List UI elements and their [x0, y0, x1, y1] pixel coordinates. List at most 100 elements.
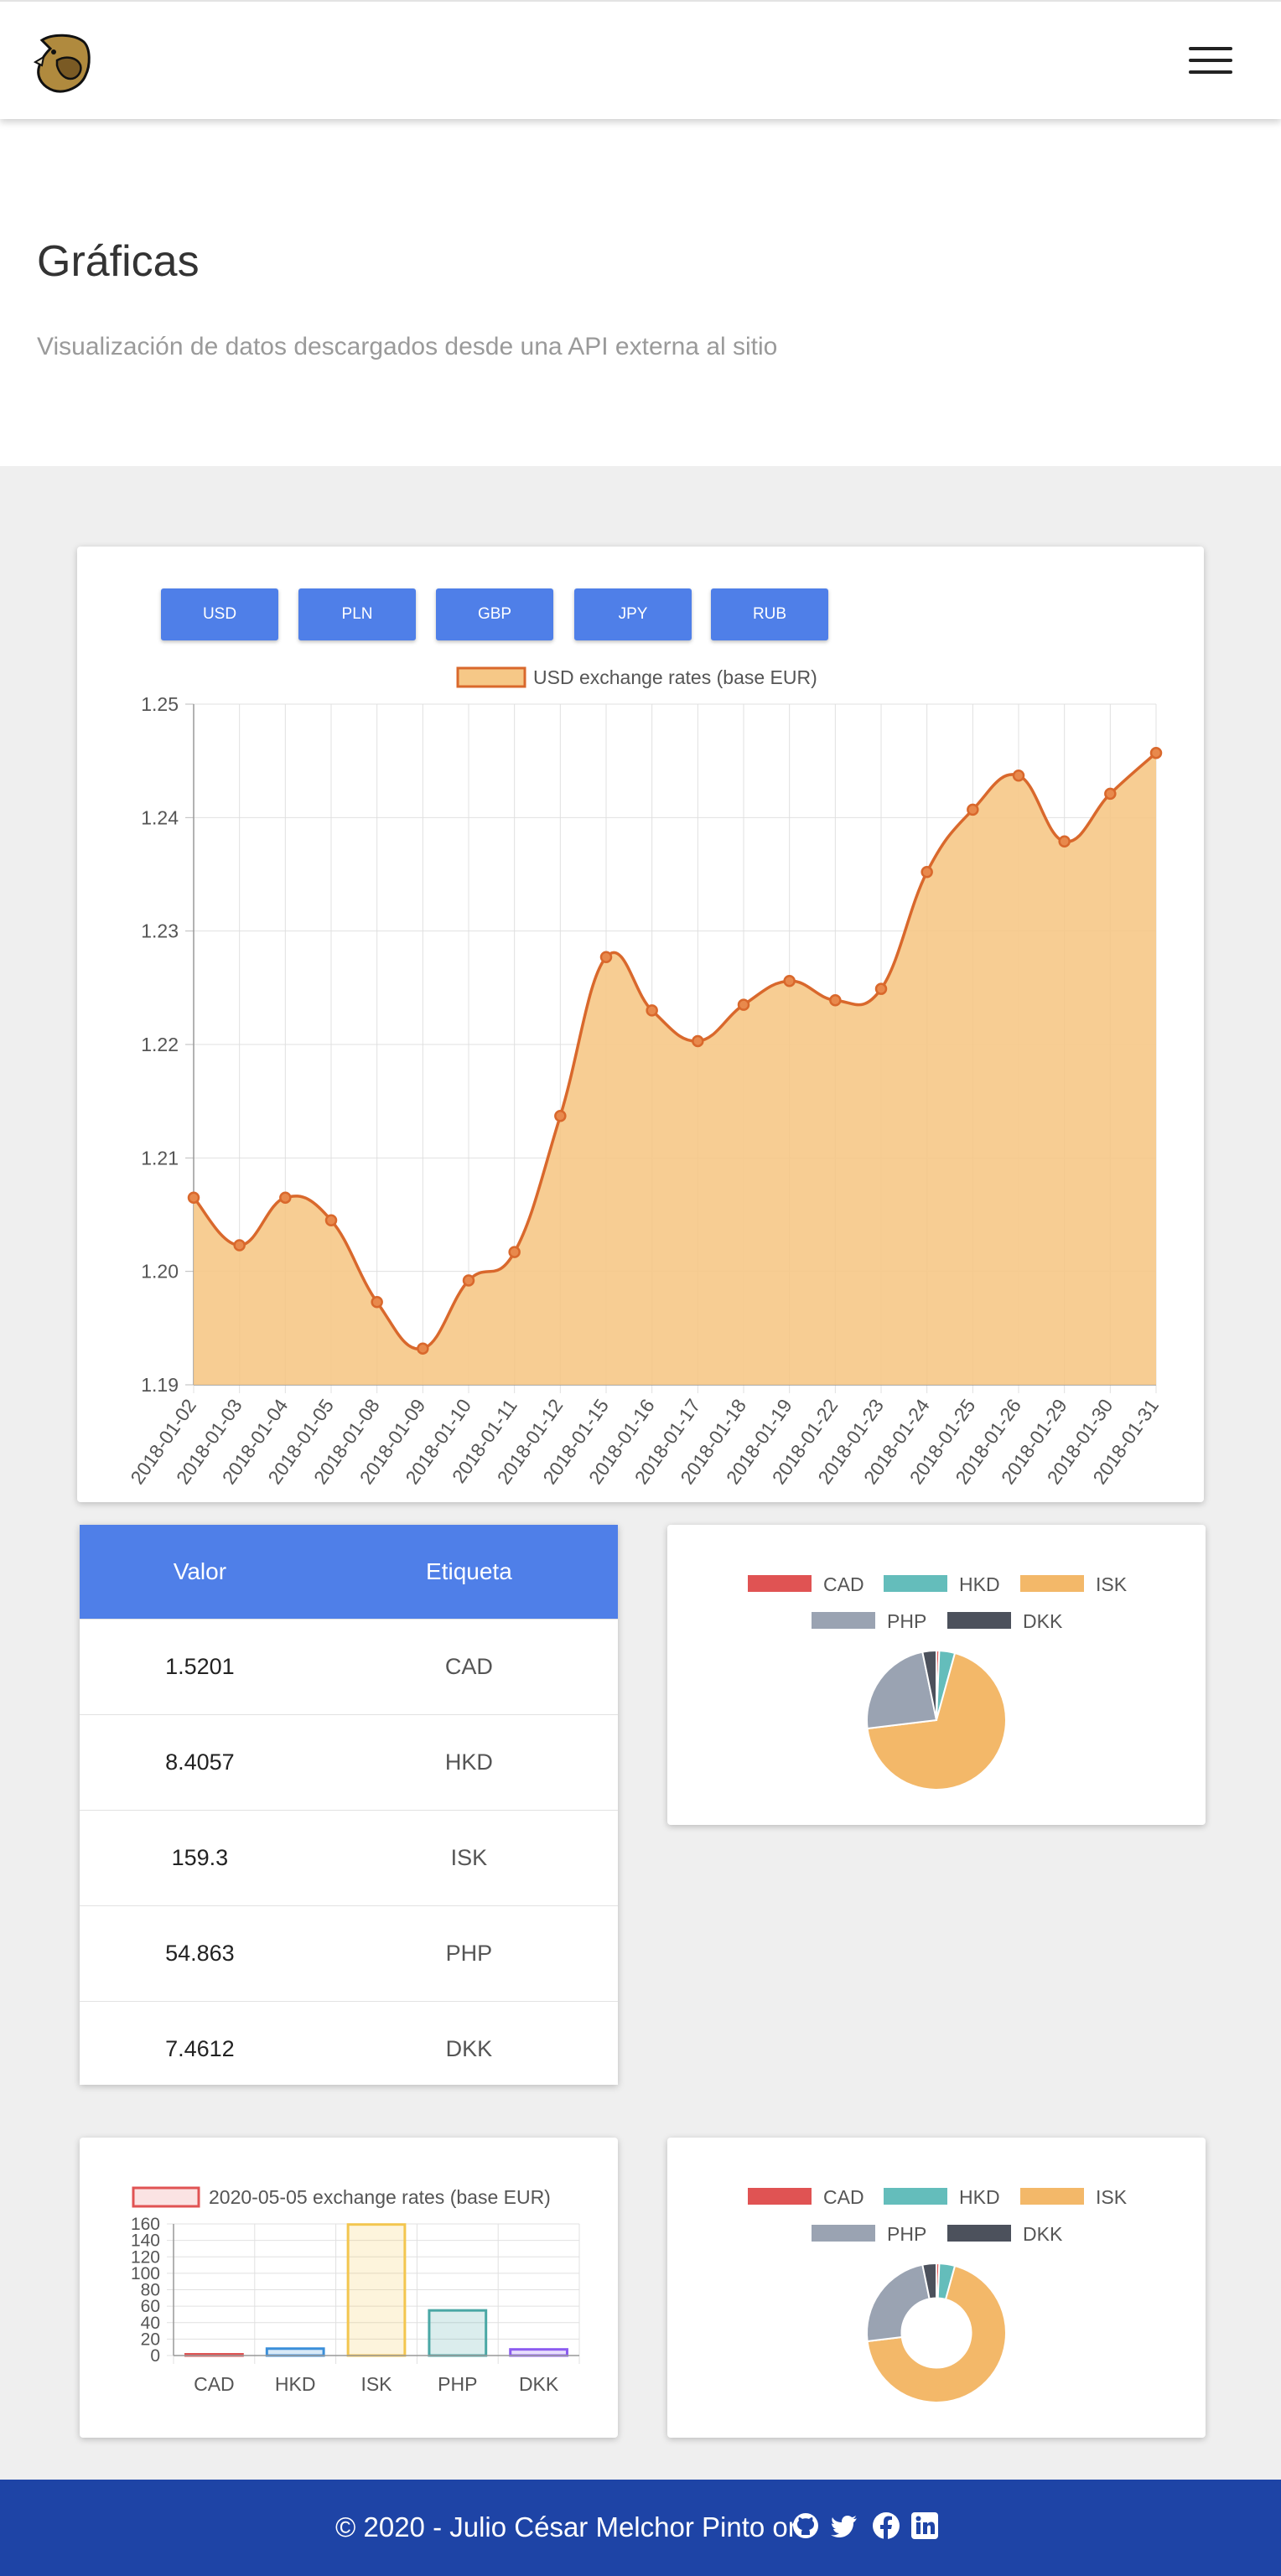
slice-dkk [921, 2262, 937, 2300]
legend-label: HKD [959, 1573, 1000, 1595]
beaver-logo-icon[interactable] [32, 32, 92, 96]
gbp-button[interactable]: GBP [436, 588, 553, 640]
doughnut-chart-card: CAD HKD ISK PHP DKK [667, 2138, 1206, 2438]
data-point [233, 1239, 246, 1252]
legend-label: PHP [887, 1610, 926, 1632]
x-tick-label: PHP [438, 2373, 477, 2395]
data-point [462, 1274, 475, 1287]
data-point [829, 993, 842, 1007]
legend-label: 2020-05-05 exchange rates (base EUR) [209, 2186, 551, 2208]
data-point [967, 803, 979, 816]
y-tick-label: 1.22 [141, 1034, 179, 1055]
area-fill [194, 753, 1156, 1385]
data-point [783, 974, 796, 987]
cell-label: PHP [319, 1905, 618, 2002]
linkedin-icon[interactable] [910, 2511, 939, 2540]
data-point [417, 1342, 429, 1355]
legend-label: ISK [1096, 2186, 1128, 2208]
slice-php [866, 1651, 938, 1730]
data-point [646, 1004, 658, 1017]
legend-label: DKK [1023, 2223, 1063, 2245]
y-tick-label: 100 [131, 2264, 160, 2283]
legend-swatch [812, 1612, 875, 1629]
legend-swatch [947, 2225, 1011, 2242]
table-header-row: Valor Etiqueta [80, 1525, 618, 1620]
bar-hkd [265, 2347, 325, 2357]
data-point [737, 998, 750, 1011]
bar-php [428, 2309, 488, 2357]
legend-swatch [947, 1612, 1011, 1629]
menu-toggle-button[interactable] [1189, 44, 1232, 77]
footer: © 2020 - Julio César Melchor Pinto on [0, 2480, 1281, 2576]
page-subtitle: Visualización de datos descargados desde… [37, 333, 778, 360]
legend-label: CAD [823, 1573, 864, 1595]
data-point [324, 1214, 338, 1227]
cell-value: 1.5201 [80, 1619, 320, 1715]
data-point [1058, 835, 1071, 848]
legend-label: ISK [1096, 1573, 1128, 1595]
y-tick-label: 120 [131, 2247, 160, 2267]
slice-isk [866, 1651, 1007, 1791]
table-row: 54.863 PHP [80, 1905, 618, 2002]
usd-button[interactable]: USD [161, 588, 278, 640]
cell-label: CAD [319, 1619, 618, 1715]
y-tick-label: 160 [131, 2215, 160, 2234]
y-tick-label: 80 [141, 2281, 160, 2300]
y-tick-label: 1.23 [141, 920, 179, 942]
table-row: 1.5201 CAD [80, 1619, 618, 1715]
legend-swatch [456, 666, 526, 688]
legend-swatch [884, 1575, 947, 1592]
cell-value: 54.863 [80, 1905, 320, 2002]
legend-swatch [748, 2188, 812, 2205]
data-point [279, 1191, 292, 1204]
legend-label: CAD [823, 2186, 864, 2208]
data-point [692, 1034, 704, 1048]
data-point [1104, 787, 1117, 801]
pln-button[interactable]: PLN [298, 588, 416, 640]
cell-label: ISK [319, 1810, 618, 1906]
table-row: 159.3 ISK [80, 1810, 618, 1906]
y-tick-label: 1.25 [141, 693, 179, 715]
y-tick-label: 1.24 [141, 806, 179, 828]
legend-label: PHP [887, 2223, 926, 2245]
data-point [371, 1295, 383, 1309]
jpy-button[interactable]: JPY [574, 588, 692, 640]
data-point [599, 951, 613, 964]
pie-chart: CAD HKD ISK PHP DKK [748, 1573, 1128, 1791]
slice-php [866, 2263, 931, 2343]
rates-table: Valor Etiqueta 1.5201 CAD 8.4057 HKD 159.3… [80, 1525, 618, 2097]
y-tick-label: 0 [150, 2346, 160, 2366]
footer-text: © 2020 - Julio César Melchor Pinto on [335, 2511, 804, 2542]
navbar [0, 0, 1281, 119]
bar-chart-card: 2020-05-05 exchange rates (base EUR) 0 20 4… [80, 2138, 618, 2438]
y-tick-label: 1.21 [141, 1147, 179, 1169]
rub-button[interactable]: RUB [711, 588, 828, 640]
slice-isk [866, 2264, 1007, 2403]
y-tick-label: 20 [141, 2330, 160, 2349]
github-icon[interactable] [791, 2511, 820, 2540]
facebook-icon[interactable] [872, 2511, 900, 2540]
x-tick-label: DKK [519, 2373, 559, 2395]
data-point [874, 982, 888, 995]
legend-label: USD exchange rates (base EUR) [533, 666, 817, 688]
legend-swatch [884, 2188, 947, 2205]
hamburger-line [1189, 59, 1232, 62]
legend-swatch [1020, 1575, 1084, 1592]
legend-label: DKK [1023, 1610, 1063, 1632]
data-point [1012, 770, 1025, 782]
y-tick-label: 1.20 [141, 1261, 179, 1283]
cell-value: 7.4612 [80, 2001, 320, 2097]
hero-section: Gráficas Visualización de datos descarga… [0, 119, 1281, 466]
doughnut-chart: CAD HKD ISK PHP DKK [748, 2186, 1128, 2403]
legend-swatch [812, 2225, 875, 2242]
legend-label: HKD [959, 2186, 1000, 2208]
pie-chart-card: CAD HKD ISK PHP DKK [667, 1525, 1206, 1825]
hamburger-line [1189, 70, 1232, 74]
table-row: 7.4612 DKK [80, 2001, 618, 2097]
cell-label: DKK [319, 2001, 618, 2097]
twitter-icon[interactable] [830, 2511, 858, 2540]
data-point [1149, 746, 1163, 759]
usd-line-chart: USD exchange rates (base EUR) 1.19 1.20 1.2… [126, 666, 1163, 1488]
data-point [554, 1110, 567, 1122]
y-tick-label: 140 [131, 2231, 160, 2251]
